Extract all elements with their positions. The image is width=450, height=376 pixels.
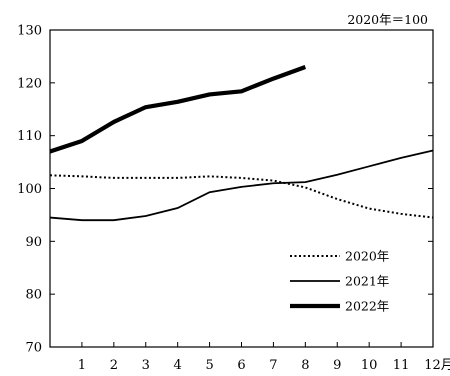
series-line-2021年 — [49, 149, 434, 222]
legend-label: 2022年 — [345, 299, 389, 314]
y-tick-label: 70 — [25, 341, 42, 356]
y-tick-label: 130 — [17, 24, 42, 39]
y-tick-label: 110 — [17, 129, 42, 144]
y-tick-label: 100 — [17, 182, 42, 197]
x-tick-label: 6 — [237, 358, 245, 373]
x-tick-label: 1 — [78, 358, 86, 373]
legend-label: 2021年 — [345, 274, 389, 289]
x-axis: 1 2 3 4 5 6 7 8 9 10 11 12月 — [78, 342, 450, 373]
x-tick-label: 12月 — [424, 358, 450, 373]
x-tick-label: 10 — [361, 358, 378, 373]
x-tick-label: 5 — [205, 358, 213, 373]
x-tick-label: 3 — [142, 358, 150, 373]
x-tick-label: 2 — [110, 358, 118, 373]
x-tick-label: 8 — [301, 358, 309, 373]
unit-note: 2020年＝100 — [347, 12, 428, 27]
series-line-2020年 — [49, 174, 434, 219]
y-axis: 70 80 90 100 110 120 130 — [17, 24, 433, 356]
x-tick-label: 4 — [174, 358, 182, 373]
legend-label: 2020年 — [345, 249, 389, 264]
y-tick-label: 90 — [25, 235, 42, 250]
y-tick-label: 80 — [25, 288, 42, 303]
y-tick-label: 120 — [17, 76, 42, 91]
series-line-2022年 — [49, 65, 307, 154]
x-tick-label: 7 — [269, 358, 277, 373]
series-layer — [49, 65, 434, 222]
x-tick-label: 9 — [333, 358, 341, 373]
x-tick-label: 11 — [393, 358, 410, 373]
legend: 2020年 2021年 2022年 — [290, 249, 389, 314]
